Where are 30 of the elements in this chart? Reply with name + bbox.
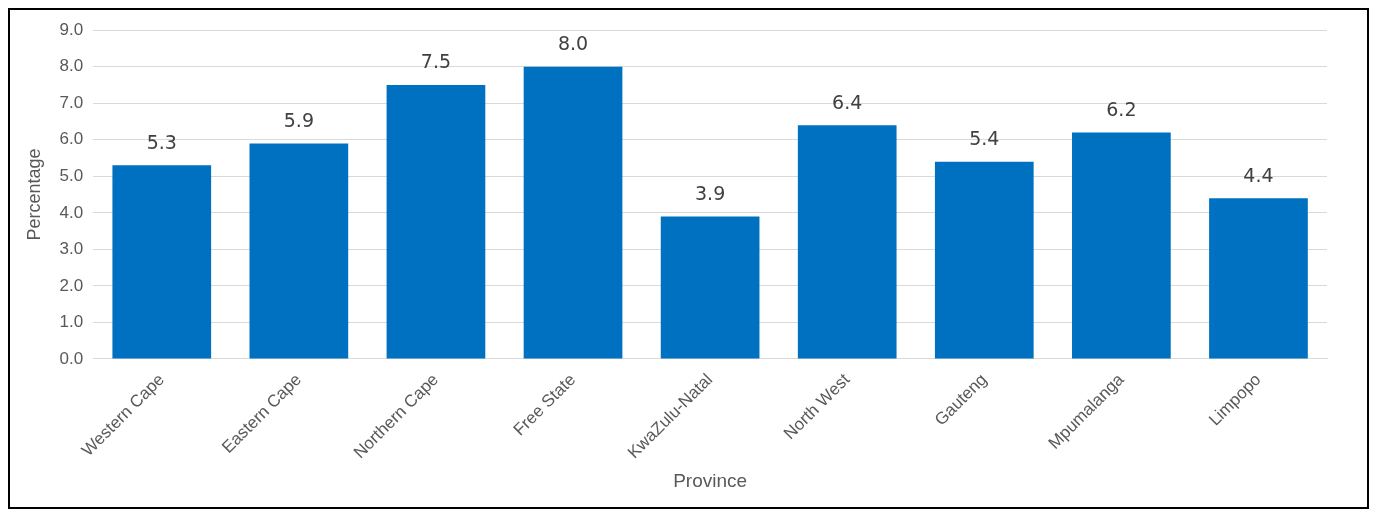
bar [1072,132,1171,359]
y-tick-label: 9.0 [59,19,84,39]
bar [797,125,897,359]
data-label: 4.4 [1243,163,1274,186]
y-tick-label: 2.0 [59,275,84,295]
data-label: 6.4 [832,90,863,113]
bar [249,143,349,359]
data-label: 5.4 [969,127,1000,150]
data-label: 3.9 [695,181,726,204]
bar [386,84,486,359]
bar [1209,198,1308,359]
bar [112,165,212,359]
y-tick-label: 4.0 [59,202,84,222]
data-label: 5.9 [283,108,314,131]
data-label: 6.2 [1106,97,1137,120]
bar [523,66,623,359]
x-axis-title: Province [673,469,748,491]
y-tick-label: 5.0 [59,165,84,185]
y-tick-label: 1.0 [59,312,84,332]
data-label: 7.5 [420,50,452,73]
y-tick-label: 0.0 [59,348,84,368]
y-tick-label: 8.0 [59,56,84,76]
y-tick-label: 7.0 [59,92,84,112]
data-label: 5.3 [146,130,177,153]
bar [660,216,760,359]
bar [934,161,1034,359]
y-tick-label: 6.0 [59,129,84,149]
y-tick-label: 3.0 [59,239,84,259]
data-label: 8.0 [557,32,589,55]
y-axis-title: Percentage [23,148,44,241]
